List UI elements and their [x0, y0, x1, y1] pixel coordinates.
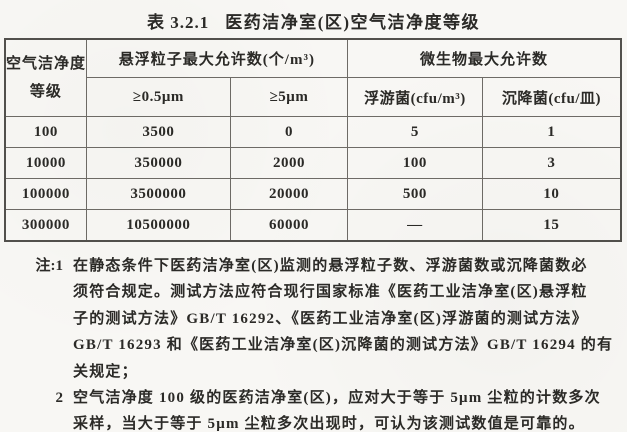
note-2-label: 2 [55, 390, 64, 407]
note-line: 采样，当大于等于 5μm 尘粒多次出现时，可认为该测试数值是可靠的。 [73, 416, 585, 432]
note-line: 空气洁净度 100 级的医药洁净室(区)，应对大于等于 5μm 尘粒的计数多次 [73, 390, 601, 407]
note-line: 子的测试方法》GB/T 16292、《医药工业洁净室(区)浮游菌的测试方法》 [73, 310, 588, 327]
cell-ge05um: 10500000 [85, 209, 231, 242]
cell-settling: 15 [481, 209, 622, 242]
note-line: 须符合规定。测试方法应符合现行国家标准《医药工业洁净室(区)悬浮粒 [73, 284, 588, 301]
header-airborne-bacteria: 浮游菌(cfu/m³) [346, 77, 483, 117]
header-particles-group: 悬浮粒子最大允许数(个/m³) [85, 38, 348, 78]
note-item-1: 注:1 在静态条件下医药洁净室(区)监测的悬浮粒子数、浮游菌数或沉降菌数必 须符… [32, 253, 627, 385]
cell-ge05um: 3500 [85, 116, 231, 148]
table-row: 100 3500 0 5 1 [4, 116, 622, 148]
notes-section: 注:1 在静态条件下医药洁净室(区)监测的悬浮粒子数、浮游菌数或沉降菌数必 须符… [32, 253, 627, 432]
header-cleanliness-class: 空气洁净度 等级 [4, 38, 87, 117]
cell-airborne: 5 [346, 116, 483, 148]
note-item-2: 2 空气洁净度 100 级的医药洁净室(区)，应对大于等于 5μm 尘粒的计数多… [32, 385, 627, 432]
table-row: 300000 10500000 60000 — 15 [4, 209, 622, 242]
page-title: 医药洁净室(区)空气洁净度等级 [225, 13, 481, 32]
note-1-label: 注:1 [35, 258, 64, 274]
note-line: GB/T 16293 和《医药工业洁净室(区)沉降菌的测试方法》GB/T 162… [73, 337, 614, 354]
note-2-text: 空气洁净度 100 级的医药洁净室(区)，应对大于等于 5μm 尘粒的计数多次 … [73, 385, 601, 432]
cell-ge5um: 60000 [229, 209, 348, 242]
cell-class: 100 [4, 116, 87, 148]
header-cleanliness-class-line1: 空气洁净度 [6, 55, 87, 72]
cell-class: 300000 [4, 209, 87, 242]
table-caption: 表 3.2.1 医药洁净室(区)空气洁净度等级 [0, 0, 627, 33]
cell-airborne: 500 [346, 178, 483, 210]
table-number: 表 3.2.1 [146, 13, 210, 32]
cell-settling: 10 [481, 178, 622, 210]
header-settling-bacteria: 沉降菌(cfu/皿) [481, 77, 622, 117]
table-row: 10000 350000 2000 100 3 [4, 147, 622, 179]
note-1-text: 在静态条件下医药洁净室(区)监测的悬浮粒子数、浮游菌数或沉降菌数必 须符合规定。… [73, 253, 613, 385]
header-cleanliness-class-line2: 等级 [29, 84, 62, 100]
cleanliness-table: 空气洁净度 等级 悬浮粒子最大允许数(个/m³) 微生物最大允许数 ≥0.5μm… [4, 38, 622, 242]
cell-airborne: 100 [346, 147, 483, 179]
cell-ge5um: 20000 [229, 178, 348, 210]
cell-airborne: — [346, 209, 483, 242]
note-line: 在静态条件下医药洁净室(区)监测的悬浮粒子数、浮游菌数或沉降菌数必 [73, 258, 588, 274]
header-ge05um: ≥0.5μm [85, 77, 231, 117]
table-row: 100000 3500000 20000 500 10 [4, 178, 622, 210]
cell-class: 10000 [4, 147, 87, 179]
header-row-subcolumns: ≥0.5μm ≥5μm 浮游菌(cfu/m³) 沉降菌(cfu/皿) [5, 77, 622, 117]
cell-ge05um: 3500000 [85, 178, 231, 210]
header-ge5um: ≥5μm [229, 77, 348, 117]
cell-settling: 3 [481, 147, 622, 179]
cell-class: 100000 [4, 178, 87, 210]
cell-ge05um: 350000 [85, 147, 231, 179]
header-microbes-group: 微生物最大允许数 [346, 38, 622, 78]
cell-ge5um: 0 [229, 116, 348, 148]
cell-settling: 1 [481, 116, 622, 148]
cell-ge5um: 2000 [229, 147, 348, 179]
header-row-groups: 空气洁净度 等级 悬浮粒子最大允许数(个/m³) 微生物最大允许数 [4, 38, 622, 117]
note-line: 关规定； [73, 363, 138, 380]
